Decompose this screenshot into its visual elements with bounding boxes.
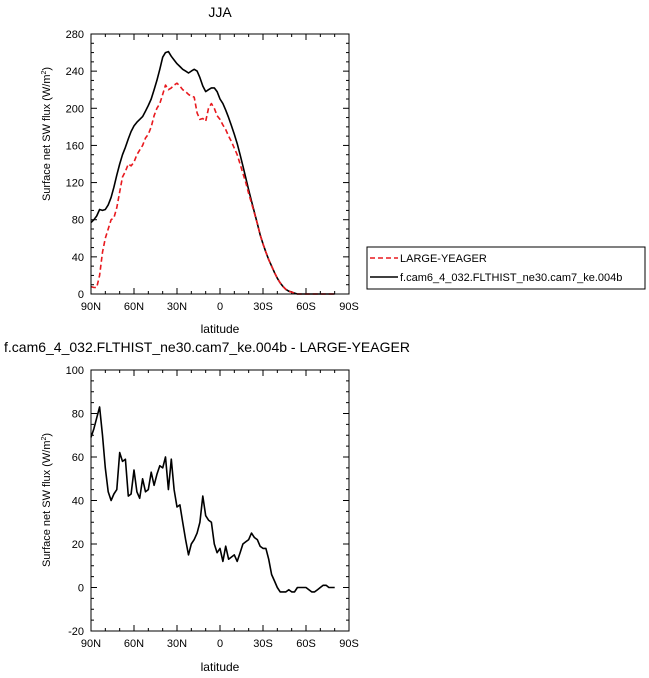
top-xtick-label: 0 <box>217 301 223 313</box>
bottom-ytick-label: 0 <box>78 583 84 595</box>
top-xtick-label: 30N <box>167 301 187 313</box>
top-xtick-label: 30S <box>253 301 273 313</box>
top-ytick-label: 240 <box>66 66 84 78</box>
top-ytick-label: 200 <box>66 103 84 115</box>
top-series-line <box>90 50 335 295</box>
top-xtick-label: 60S <box>296 301 316 313</box>
bottom-ytick-label: 100 <box>66 365 84 377</box>
legend-box <box>366 246 646 290</box>
legend-label-cam6: f.cam6_4_032.FLTHIST_ne30.cam7_ke.004b <box>400 272 622 284</box>
top-ytick-label: 40 <box>72 252 84 264</box>
top-panel-series <box>90 50 335 295</box>
bottom-xtick-label: 30N <box>167 638 187 650</box>
bottom-ytick-label: 80 <box>72 409 84 421</box>
bottom-panel-frame <box>90 369 350 632</box>
bottom-xtick-label: 30S <box>253 638 273 650</box>
top-ytick-label: 160 <box>66 140 84 152</box>
bottom-panel-axes: 90N 60N 30N 0 30S 60S 90S -20 0 20 40 60 80 100 <box>66 365 359 650</box>
bottom-panel-ylabel-close: ) <box>41 433 53 437</box>
bottom-ytick-label: 40 <box>72 496 84 508</box>
top-panel: JJA Surface net SW flux (W/m2) latitude … <box>41 4 359 336</box>
top-panel-xlabel: latitude <box>201 322 240 336</box>
bottom-xtick-label: 60S <box>296 638 316 650</box>
bottom-ytick-label: 60 <box>72 452 84 464</box>
top-xtick-label: 60N <box>124 301 144 313</box>
top-ytick-label: 80 <box>72 215 84 227</box>
bottom-series-line <box>90 406 335 593</box>
bottom-xtick-label: 60N <box>124 638 144 650</box>
bottom-xtick-label: 90S <box>339 638 359 650</box>
bottom-ytick-label: 20 <box>72 539 84 551</box>
bottom-xtick-label: 0 <box>217 638 223 650</box>
legend-label-large-yeager: LARGE-YEAGER <box>400 253 487 265</box>
top-ytick-label: 280 <box>66 29 84 41</box>
bottom-panel-xlabel: latitude <box>201 660 240 674</box>
bottom-panel: f.cam6_4_032.FLTHIST_ne30.cam7_ke.004b -… <box>4 339 410 674</box>
top-ytick-label: 120 <box>66 178 84 190</box>
top-xtick-label: 90S <box>339 301 359 313</box>
bottom-xtick-label: 90N <box>81 638 101 650</box>
top-ytick-label: 0 <box>78 289 84 301</box>
top-panel-axes: 90N 60N 30N 0 30S 60S 90S 0 40 80 120 160 200 240 280 <box>66 29 359 313</box>
top-panel-ylabel: Surface net SW flux (W/m2) <box>41 67 53 201</box>
top-panel-title: JJA <box>208 4 232 20</box>
bottom-panel-ylabel: Surface net SW flux (W/m2) <box>41 433 53 567</box>
bottom-panel-series <box>90 406 335 593</box>
top-series-line <box>90 82 335 295</box>
top-panel-ylabel-close: ) <box>41 67 53 71</box>
bottom-ytick-label: -20 <box>68 626 84 638</box>
bottom-panel-ylabel-sup: 2 <box>41 437 48 441</box>
top-panel-ylabel-sup: 2 <box>41 71 48 75</box>
top-xtick-label: 90N <box>81 301 101 313</box>
bottom-panel-title: f.cam6_4_032.FLTHIST_ne30.cam7_ke.004b -… <box>4 339 410 355</box>
top-panel-frame <box>90 33 350 295</box>
legend: LARGE-YEAGER f.cam6_4_032.FLTHIST_ne30.c… <box>366 246 646 290</box>
